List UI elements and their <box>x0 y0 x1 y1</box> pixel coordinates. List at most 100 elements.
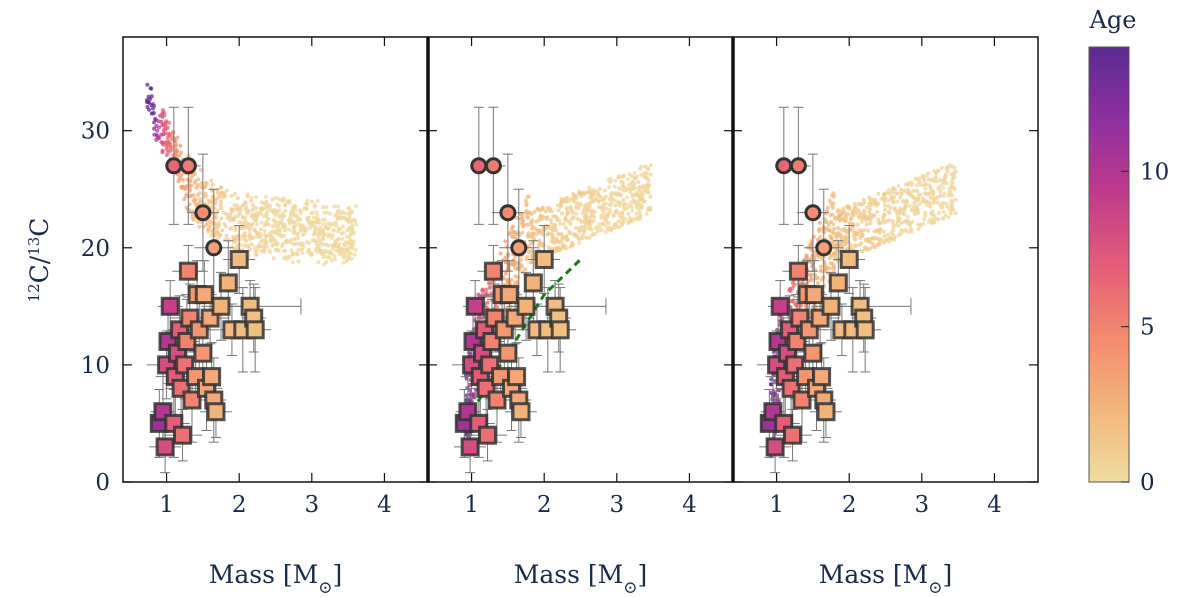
model-point <box>247 247 252 252</box>
model-point <box>228 226 233 231</box>
model-point <box>520 212 525 217</box>
model-point <box>198 197 203 202</box>
model-point <box>606 226 610 231</box>
model-point <box>318 232 323 237</box>
model-point <box>816 281 821 286</box>
x-tick-label: 4 <box>377 492 392 518</box>
model-point <box>153 118 158 123</box>
model-point <box>152 132 157 137</box>
model-point <box>303 228 308 233</box>
model-point <box>646 166 650 171</box>
model-point <box>915 222 920 227</box>
model-point <box>897 233 901 238</box>
model-point <box>354 222 359 227</box>
model-point <box>883 207 887 212</box>
model-point <box>866 215 870 220</box>
model-point <box>547 207 552 212</box>
model-point <box>849 243 854 248</box>
model-point <box>293 207 298 212</box>
y-tick-label: 20 <box>81 236 110 262</box>
model-point <box>810 264 815 269</box>
model-point <box>270 197 275 202</box>
model-point <box>197 224 202 229</box>
model-point <box>909 229 914 234</box>
model-point <box>534 219 539 224</box>
model-point <box>902 188 907 193</box>
model-point <box>603 214 608 219</box>
model-point <box>551 228 556 233</box>
model-point <box>253 252 258 257</box>
model-point <box>927 191 932 196</box>
model-point <box>862 200 867 205</box>
observed-circles <box>775 157 833 257</box>
model-point <box>636 217 640 222</box>
model-point <box>349 241 354 246</box>
model-point <box>246 208 251 213</box>
model-point <box>242 243 247 248</box>
model-point <box>587 185 592 190</box>
model-point <box>324 210 329 215</box>
colorbar-tick-label: 5 <box>1140 315 1155 341</box>
model-point <box>296 259 301 264</box>
model-point <box>212 215 217 220</box>
model-point <box>886 188 891 192</box>
model-point <box>565 209 570 214</box>
model-point <box>585 219 590 224</box>
model-point <box>577 241 582 246</box>
observed-square <box>245 320 265 340</box>
model-point <box>235 207 240 212</box>
model-point <box>788 288 793 293</box>
model-point <box>596 222 601 227</box>
model-point <box>597 186 602 191</box>
observed-circle <box>470 157 488 175</box>
model-point <box>895 199 900 204</box>
model-point <box>520 222 525 227</box>
model-point <box>344 259 349 263</box>
model-point <box>920 199 925 204</box>
model-point <box>318 242 323 247</box>
x-tick-label: 2 <box>842 492 857 518</box>
model-point <box>281 211 285 216</box>
model-point <box>912 210 917 215</box>
model-point <box>831 231 836 236</box>
model-point <box>245 192 250 197</box>
model-point <box>147 100 152 105</box>
model-point <box>341 224 346 229</box>
observed-square <box>173 425 192 445</box>
observed-square <box>211 296 231 316</box>
model-point <box>853 205 857 210</box>
model-point <box>503 239 508 244</box>
model-point <box>225 216 230 221</box>
model-point <box>853 237 858 242</box>
model-point <box>871 202 876 207</box>
model-point <box>275 224 280 229</box>
model-point <box>564 234 569 239</box>
model-point <box>886 239 891 244</box>
model-point <box>172 139 177 144</box>
model-point <box>595 229 600 234</box>
model-point <box>952 175 957 180</box>
model-point <box>587 201 592 206</box>
model-point <box>287 254 292 259</box>
model-point <box>619 179 624 184</box>
model-point <box>560 235 565 240</box>
observed-circle <box>804 204 822 222</box>
model-point <box>603 201 608 206</box>
observed-circles <box>470 157 528 257</box>
model-point <box>926 219 931 224</box>
model-point <box>868 240 873 245</box>
model-point <box>220 228 225 233</box>
model-point <box>625 206 630 210</box>
model-point <box>224 233 229 238</box>
model-point <box>887 191 892 196</box>
model-point <box>942 191 947 196</box>
model-point <box>244 205 249 209</box>
model-point <box>914 204 919 209</box>
observed-circle <box>815 239 833 257</box>
model-point <box>283 225 288 229</box>
colorbar-title: Age <box>1089 6 1137 34</box>
model-point <box>527 243 532 248</box>
model-point <box>891 228 896 233</box>
model-point <box>145 105 150 109</box>
model-point <box>524 201 529 206</box>
